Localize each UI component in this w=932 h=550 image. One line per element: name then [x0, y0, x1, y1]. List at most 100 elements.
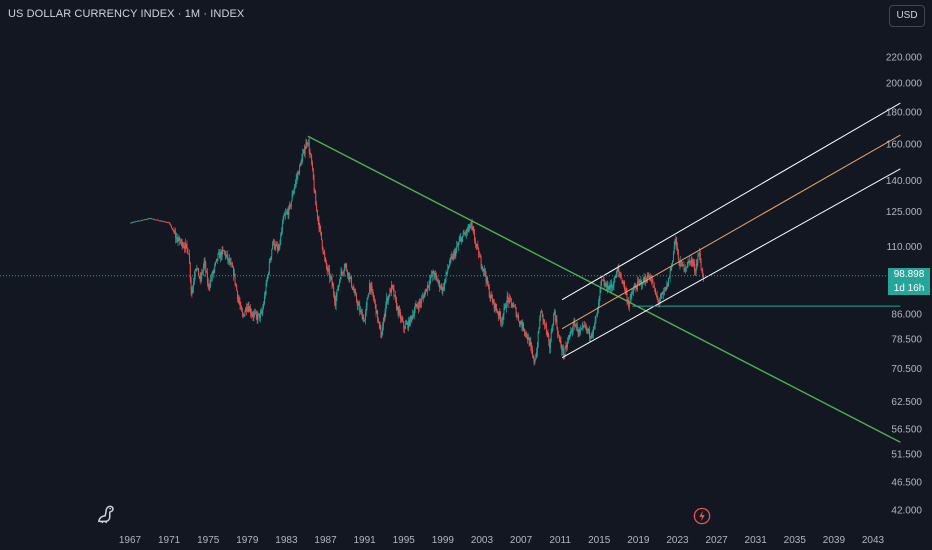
candle-body: [579, 329, 581, 333]
candle: [484, 268, 486, 278]
candle-body: [654, 286, 656, 289]
candle: [669, 266, 671, 283]
candle-body: [632, 292, 634, 295]
candle-body: [421, 299, 423, 304]
candle-body: [483, 269, 485, 272]
candle-body: [702, 271, 704, 277]
candle: [426, 288, 427, 293]
candle-body: [385, 303, 387, 312]
candle-body: [364, 312, 366, 321]
lightning-event-icon[interactable]: [693, 507, 711, 525]
candle-body: [373, 294, 375, 299]
candle-body: [562, 347, 564, 351]
candle: [451, 251, 453, 260]
candle-body: [406, 322, 408, 325]
candle-body: [655, 288, 656, 295]
candle: [430, 270, 432, 278]
candle-body: [611, 286, 613, 288]
tradingview-dino-icon[interactable]: [96, 503, 118, 525]
candle: [461, 236, 463, 245]
candle-body: [206, 271, 208, 273]
candle: [449, 257, 451, 266]
candle: [299, 164, 300, 176]
candle-body: [313, 179, 315, 192]
candle: [261, 309, 263, 316]
candle-body: [369, 283, 370, 294]
candle-body: [142, 219, 144, 221]
candle-body: [215, 261, 216, 265]
candle: [510, 297, 512, 309]
candle-body: [174, 232, 176, 234]
candle-body: [581, 326, 583, 329]
candle: [331, 273, 333, 290]
candle: [142, 219, 144, 221]
time-tick-label: 1995: [393, 535, 416, 546]
candle: [203, 258, 205, 271]
candle-body: [233, 273, 235, 276]
candle: [473, 225, 475, 235]
time-tick-label: 2019: [627, 535, 650, 546]
candle: [441, 283, 443, 295]
candle: [691, 257, 693, 267]
candle: [243, 314, 245, 317]
time-tick-label: 2035: [784, 535, 807, 546]
candle-body: [340, 271, 342, 280]
candle-body: [615, 271, 617, 278]
candle-body: [594, 320, 596, 325]
candle-body: [323, 252, 325, 254]
candle: [176, 233, 178, 243]
candle-body: [136, 221, 137, 222]
candle: [668, 277, 669, 287]
candle: [442, 287, 444, 296]
candle: [434, 270, 436, 280]
candle-body: [593, 324, 595, 327]
candle-body: [150, 218, 152, 220]
candle-body: [265, 283, 267, 294]
candle-body: [621, 278, 623, 283]
candle-body: [451, 256, 453, 258]
candle: [672, 250, 674, 262]
candle: [280, 232, 282, 246]
candle-body: [366, 299, 368, 306]
candle: [205, 260, 207, 278]
candle: [145, 219, 146, 221]
candle: [175, 232, 177, 244]
candle: [632, 289, 634, 295]
candle-body: [428, 285, 430, 287]
candle: [552, 323, 554, 332]
candle-body: [656, 295, 658, 299]
candle: [549, 339, 551, 354]
candle-body: [221, 249, 223, 257]
candle: [181, 238, 183, 250]
candle-body: [365, 305, 367, 313]
candle: [321, 231, 322, 241]
candle-body: [396, 306, 398, 309]
candle-body: [564, 347, 566, 356]
candle-body: [699, 252, 700, 255]
candle: [703, 273, 704, 282]
candle: [536, 347, 537, 359]
candle: [215, 258, 217, 263]
candle-body: [163, 221, 165, 223]
candle: [149, 218, 151, 220]
candle: [326, 263, 328, 275]
candle: [448, 259, 450, 268]
candle-body: [302, 153, 304, 158]
candle-body: [432, 271, 434, 274]
candle-body: [437, 281, 439, 283]
candle-body: [485, 275, 487, 282]
candle-body: [668, 277, 670, 278]
candle: [193, 277, 194, 293]
candle: [693, 258, 695, 268]
candle-body: [208, 284, 210, 287]
candle: [639, 279, 641, 287]
time-tick-label: 1987: [314, 535, 337, 546]
candle-body: [669, 270, 671, 278]
currency-button[interactable]: USD: [889, 5, 925, 27]
candle-body: [673, 246, 675, 253]
candle: [601, 277, 603, 287]
candle: [486, 277, 488, 284]
candle: [689, 255, 691, 266]
candle: [432, 269, 434, 274]
